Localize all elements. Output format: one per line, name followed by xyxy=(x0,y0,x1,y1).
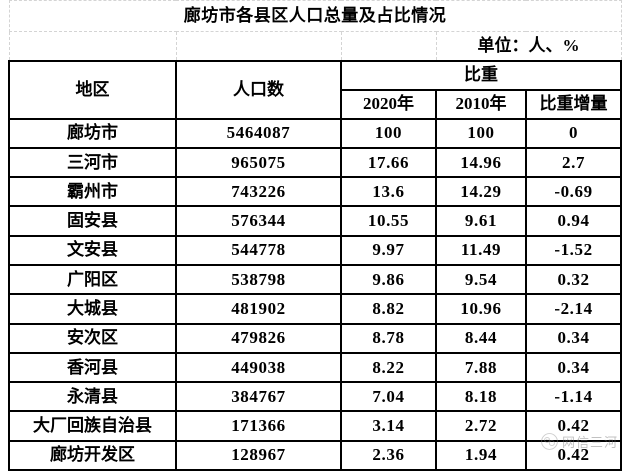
cell-share-change: 0.32 xyxy=(524,264,623,296)
table-row: 广阳区 538798 9.86 9.54 0.32 xyxy=(8,264,623,296)
page-title: 廊坊市各县区人口总量及占比情况 xyxy=(8,0,622,32)
cell-share-change: -1.52 xyxy=(524,235,623,266)
cell-population: 384767 xyxy=(175,382,341,413)
table-row: 廊坊市 5464087 100 100 0 xyxy=(8,118,623,149)
unit-spacer-1 xyxy=(8,31,177,61)
cell-population: 538798 xyxy=(175,264,341,296)
cell-share-2020: 10.55 xyxy=(340,206,436,237)
cell-share-2010: 10.96 xyxy=(435,294,526,325)
cell-share-2010: 9.61 xyxy=(435,206,526,237)
cell-share-change: 0.94 xyxy=(524,206,623,237)
cell-share-change: -0.69 xyxy=(524,177,623,208)
cell-region: 文安县 xyxy=(8,235,176,266)
cell-share-2010: 9.54 xyxy=(435,264,526,296)
cell-share-change: 0.42 xyxy=(524,440,623,471)
cell-share-2020: 17.66 xyxy=(340,147,436,179)
cell-population: 481902 xyxy=(175,294,341,325)
cell-share-change: 0.34 xyxy=(524,323,623,354)
cell-region: 安次区 xyxy=(8,323,176,354)
cell-share-change: -2.14 xyxy=(524,294,623,325)
cell-share-2020: 2.36 xyxy=(340,440,436,471)
unit-spacer-2 xyxy=(175,31,342,61)
header-group-row: 地区 人口数 比重 xyxy=(8,59,623,120)
cell-share-2020: 100 xyxy=(340,118,436,149)
population-table: 廊坊市各县区人口总量及占比情况 单位：人、% 地区 人口数 比重 2020年 2… xyxy=(8,0,623,471)
column-header-share-2010: 2010年 xyxy=(435,89,526,120)
cell-share-2020: 13.6 xyxy=(340,177,436,208)
cell-share-2010: 14.96 xyxy=(435,147,526,179)
cell-share-change: -1.14 xyxy=(524,382,623,413)
cell-population: 479826 xyxy=(175,323,341,354)
cell-share-2010: 7.88 xyxy=(435,352,526,384)
cell-population: 449038 xyxy=(175,352,341,384)
cell-population: 128967 xyxy=(175,440,341,471)
cell-share-2020: 7.04 xyxy=(340,382,436,413)
cell-share-2010: 11.49 xyxy=(435,235,526,266)
cell-population: 171366 xyxy=(175,411,341,442)
unit-row: 单位：人、% xyxy=(8,31,622,61)
cell-share-2010: 2.72 xyxy=(435,411,526,442)
cell-share-2020: 9.86 xyxy=(340,264,436,296)
cell-region: 永清县 xyxy=(8,382,176,413)
cell-region: 大城县 xyxy=(8,294,176,325)
cell-region: 廊坊开发区 xyxy=(8,440,176,471)
table-row: 固安县 576344 10.55 9.61 0.94 xyxy=(8,206,623,237)
table-row: 大城县 481902 8.82 10.96 -2.14 xyxy=(8,294,623,325)
cell-population: 5464087 xyxy=(175,118,341,149)
cell-share-2020: 9.97 xyxy=(340,235,436,266)
cell-share-change: 0.42 xyxy=(524,411,623,442)
cell-region: 霸州市 xyxy=(8,177,176,208)
cell-share-2020: 3.14 xyxy=(340,411,436,442)
cell-share-2020: 8.78 xyxy=(340,323,436,354)
cell-share-change: 0.34 xyxy=(524,352,623,384)
column-header-region: 地区 xyxy=(8,59,176,120)
header-sub-row: 2020年 2010年 比重增量 xyxy=(9,89,623,120)
cell-population: 576344 xyxy=(175,206,341,237)
title-row: 廊坊市各县区人口总量及占比情况 xyxy=(8,0,622,32)
cell-share-change: 0 xyxy=(524,118,623,149)
table-row: 三河市 965075 17.66 14.96 2.7 xyxy=(8,147,623,179)
cell-share-change: 2.7 xyxy=(524,147,623,179)
cell-region: 三河市 xyxy=(8,147,176,179)
unit-note: 单位：人、% xyxy=(435,31,622,61)
unit-spacer-3 xyxy=(340,31,437,61)
cell-population: 965075 xyxy=(175,147,341,179)
cell-share-2020: 8.82 xyxy=(340,294,436,325)
table-row: 永清县 384767 7.04 8.18 -1.14 xyxy=(8,382,623,413)
cell-share-2010: 1.94 xyxy=(435,440,526,471)
cell-region: 广阳区 xyxy=(8,264,176,296)
table-row: 文安县 544778 9.97 11.49 -1.52 xyxy=(8,235,623,266)
cell-region: 廊坊市 xyxy=(8,118,176,149)
table-row: 大厂回族自治县 171366 3.14 2.72 0.42 xyxy=(8,411,623,442)
cell-population: 544778 xyxy=(175,235,341,266)
cell-region: 固安县 xyxy=(8,206,176,237)
column-header-share-group: 比重 xyxy=(339,59,623,91)
cell-share-2010: 14.29 xyxy=(435,177,526,208)
cell-share-2020: 8.22 xyxy=(340,352,436,384)
table-row: 霸州市 743226 13.6 14.29 -0.69 xyxy=(8,177,623,208)
column-header-share-2020: 2020年 xyxy=(340,89,436,120)
cell-share-2010: 8.18 xyxy=(435,382,526,413)
column-header-share-change: 比重增量 xyxy=(524,89,623,120)
cell-population: 743226 xyxy=(175,177,341,208)
cell-share-2010: 8.44 xyxy=(435,323,526,354)
table-row: 安次区 479826 8.78 8.44 0.34 xyxy=(8,323,623,354)
table-row: 廊坊开发区 128967 2.36 1.94 0.42 xyxy=(8,440,623,471)
cell-share-2010: 100 xyxy=(435,118,526,149)
cell-region: 大厂回族自治县 xyxy=(8,411,176,442)
column-header-population: 人口数 xyxy=(175,59,341,120)
table-row: 香河县 449038 8.22 7.88 0.34 xyxy=(8,352,623,384)
cell-region: 香河县 xyxy=(8,352,176,384)
